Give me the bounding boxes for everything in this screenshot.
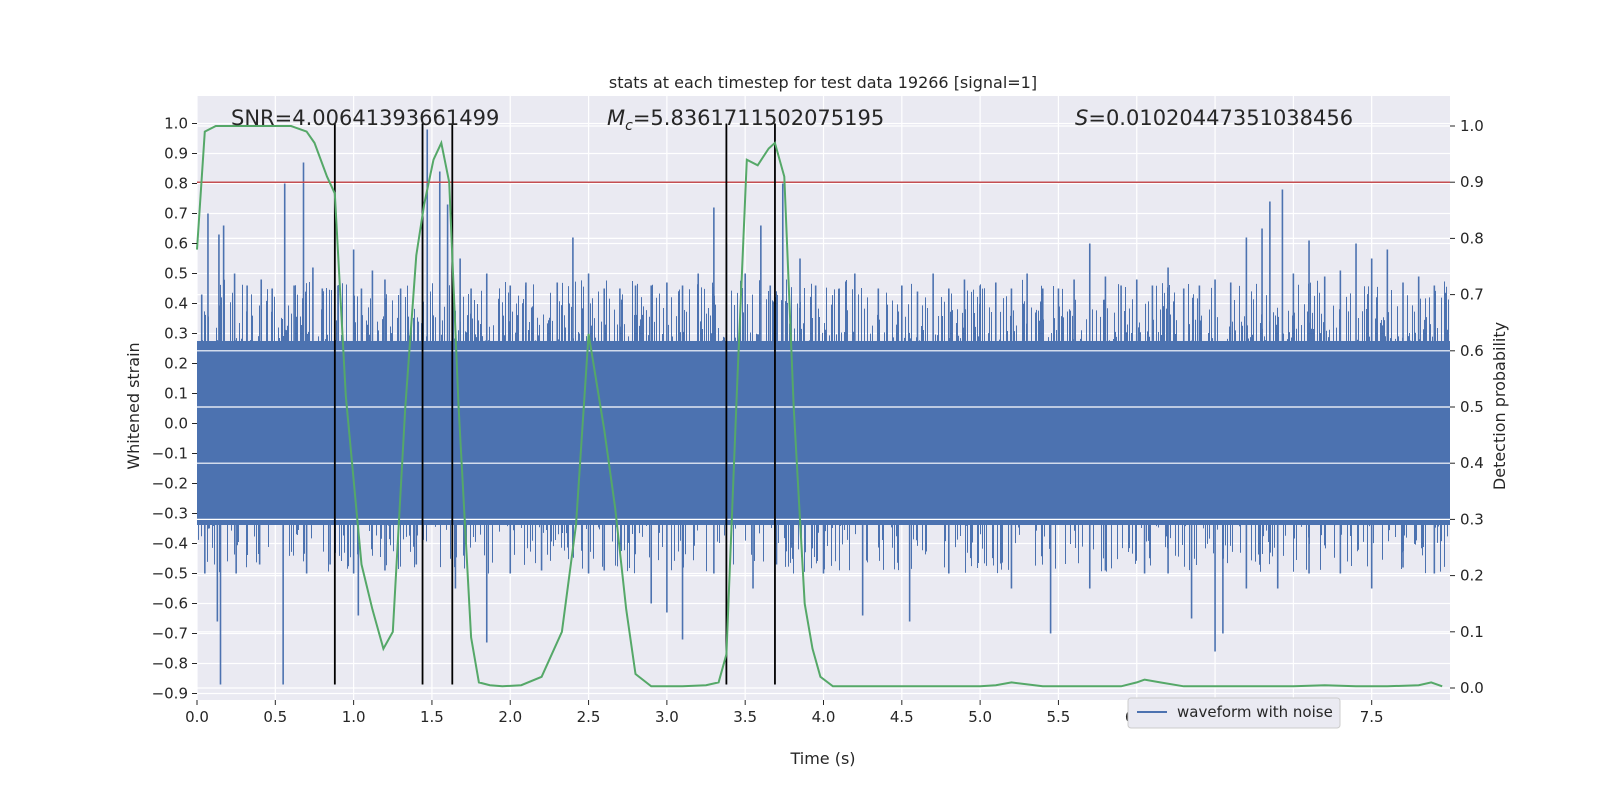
y-left-tick-label: 0.7 [164,205,188,223]
x-tick-label: 0.5 [263,708,287,726]
legend: waveform with noise [1127,697,1341,729]
y-right-tick-label: 0.1 [1460,623,1484,641]
y-left-tick-label: 1.0 [164,115,188,133]
x-tick-label: 5.5 [1047,708,1071,726]
legend-box [1127,697,1341,729]
y-left-tick-label: −0.9 [152,685,188,703]
y-left-tick-label: −0.6 [152,595,188,613]
x-tick-label: 5.0 [968,708,992,726]
mc-value: =5.8361711502075195 [633,106,884,130]
y-left-tick-label: 0.0 [164,415,188,433]
y-left-tick-label: −0.5 [152,565,188,583]
s-value: =0.01020447351038456 [1088,106,1353,130]
y-right-tick-label: 0.8 [1460,229,1484,247]
x-tick-label: 3.5 [733,708,757,726]
legend-label-waveform: waveform with noise [1177,703,1333,721]
x-tick-label: 4.5 [890,708,914,726]
y-right-tick-label: 1.0 [1460,117,1484,135]
y-left-tick-label: −0.8 [152,655,188,673]
x-tick-label: 1.0 [342,708,366,726]
y-left-tick-label: −0.4 [152,535,188,553]
s-annotation: S=0.01020447351038456 [1075,106,1353,130]
y-right-tick-label: 0.5 [1460,398,1484,416]
y-right-tick-label: 0.2 [1460,567,1484,585]
y-right-tick-label: 0.7 [1460,286,1484,304]
chirp-mass-annotation: Mc=5.8361711502075195 [607,106,884,134]
x-ticks: 0.00.51.01.52.02.53.03.54.04.55.05.56.06… [185,700,1384,726]
y-ticks-right: 0.0 0.1 0.2 0.3 0.4 0.5 0.6 0.7 0.8 0.9 1.0 [1450,117,1484,697]
x-tick-label: 3.0 [655,708,679,726]
y-left-tick-label: 0.3 [164,325,188,343]
y-left-tick-label: −0.3 [152,505,188,523]
y-left-tick-label: −0.1 [152,445,188,463]
y-right-tick-label: 0.0 [1460,679,1484,697]
y-left-tick-label: −0.7 [152,625,188,643]
y-right-tick-label: 0.6 [1460,342,1484,360]
waveform-dense-band [197,341,1450,525]
y-left-tick-label: 0.4 [164,295,188,313]
detection-probability-line [196,125,1443,688]
y-left-tick-label: 0.2 [164,355,188,373]
mc-subscript: c [625,118,633,134]
y-axis-left-label: Whitened strain [124,342,143,469]
x-tick-label: 2.0 [498,708,522,726]
y-axis-right-label: Detection probability [1490,322,1509,490]
y-left-tick-label: 0.9 [164,145,188,163]
s-symbol: S [1075,106,1088,130]
vertical-markers [333,123,776,685]
y-left-tick-label: 0.5 [164,265,188,283]
x-tick-label: 0.0 [185,708,209,726]
x-axis-label: Time (s) [789,749,855,768]
y-right-tick-label: 0.3 [1460,510,1484,528]
chart-title: stats at each timestep for test data 192… [609,73,1037,92]
y-left-tick-label: 0.8 [164,175,188,193]
x-tick-label: 1.5 [420,708,444,726]
mc-symbol: M [607,106,625,130]
y-left-tick-label: −0.2 [152,475,188,493]
x-tick-label: 2.5 [577,708,601,726]
y-right-tick-label: 0.9 [1460,173,1484,191]
y-left-tick-label: 0.6 [164,235,188,253]
y-left-tick-label: 0.1 [164,385,188,403]
x-tick-label: 4.0 [812,708,836,726]
x-tick-label: 7.5 [1360,708,1384,726]
y-right-tick-label: 0.4 [1460,454,1484,472]
snr-annotation: SNR=4.00641393661499 [231,106,499,130]
y-ticks-left: −0.9 −0.8 −0.7 −0.6 −0.5 −0.4 −0.3 −0.2 −0.1 0.0 0… [152,115,197,703]
